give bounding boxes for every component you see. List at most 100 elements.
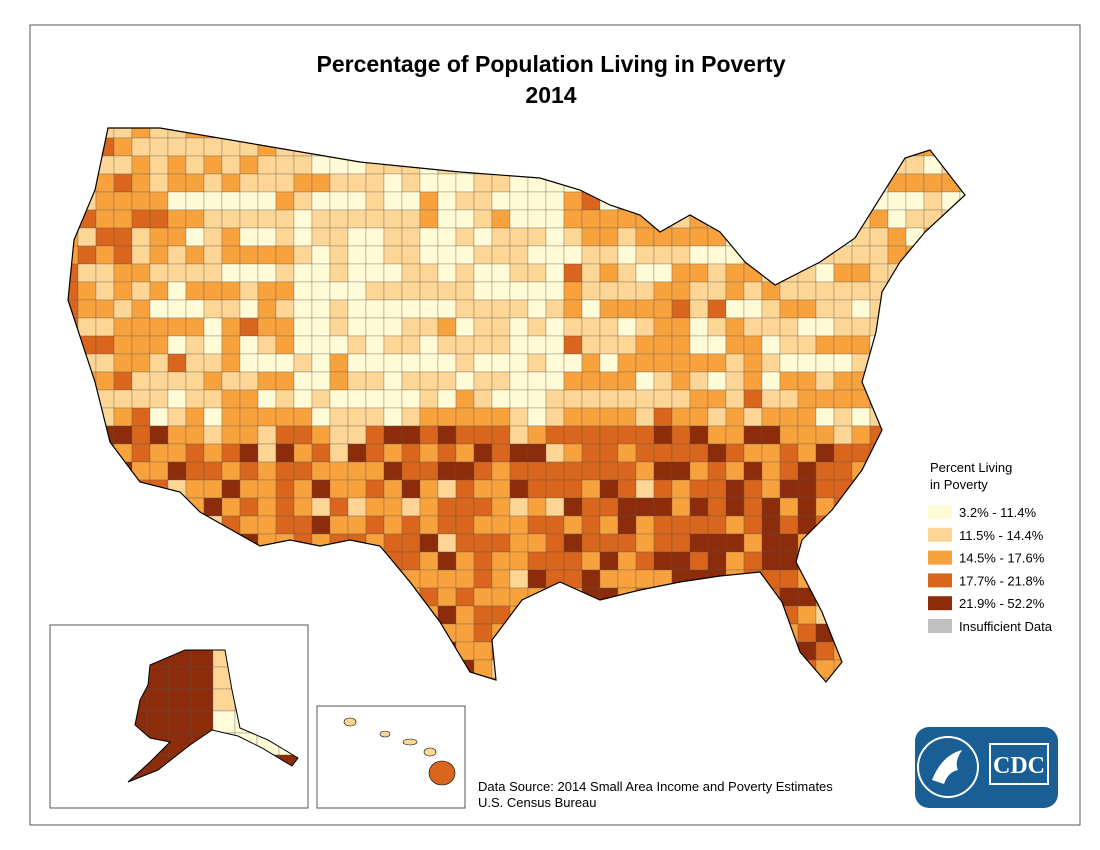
county xyxy=(761,443,781,463)
county xyxy=(131,191,151,211)
county xyxy=(473,371,493,391)
county xyxy=(203,209,223,229)
county xyxy=(635,371,655,391)
county xyxy=(635,299,655,319)
county xyxy=(653,533,673,553)
county xyxy=(743,497,763,517)
county xyxy=(437,227,457,247)
county xyxy=(815,479,835,499)
county xyxy=(221,461,241,481)
county xyxy=(473,623,493,643)
county xyxy=(221,389,241,409)
county xyxy=(545,515,565,535)
county xyxy=(257,479,277,499)
county xyxy=(689,479,709,499)
county xyxy=(671,407,691,427)
county xyxy=(329,263,349,283)
county xyxy=(563,245,583,265)
county xyxy=(653,335,673,355)
county xyxy=(689,227,709,247)
county xyxy=(599,497,619,517)
county xyxy=(401,407,421,427)
county xyxy=(95,191,115,211)
county xyxy=(95,317,115,337)
borough xyxy=(168,710,192,734)
county xyxy=(851,299,871,319)
legend-label: 11.5% - 14.4% xyxy=(959,528,1044,543)
logo-eagle xyxy=(932,750,962,784)
county xyxy=(491,497,511,517)
county xyxy=(311,407,331,427)
county xyxy=(113,335,133,355)
county xyxy=(365,353,385,373)
county xyxy=(347,515,367,535)
county xyxy=(239,317,259,337)
county xyxy=(779,479,799,499)
county xyxy=(365,263,385,283)
county xyxy=(311,371,331,391)
county xyxy=(527,551,547,571)
county xyxy=(437,605,457,625)
county xyxy=(257,299,277,319)
county xyxy=(221,371,241,391)
county xyxy=(239,227,259,247)
legend-label: 3.2% - 11.4% xyxy=(959,505,1037,520)
county xyxy=(419,317,439,337)
county xyxy=(293,299,313,319)
borough xyxy=(212,710,236,734)
county xyxy=(563,263,583,283)
county xyxy=(725,281,745,301)
county xyxy=(725,425,745,445)
county xyxy=(437,353,457,373)
county xyxy=(293,407,313,427)
county xyxy=(419,407,439,427)
county xyxy=(617,353,637,373)
county xyxy=(671,317,691,337)
county xyxy=(293,317,313,337)
county xyxy=(455,245,475,265)
county xyxy=(275,335,295,355)
county xyxy=(851,335,871,355)
county xyxy=(149,263,169,283)
county xyxy=(743,443,763,463)
county xyxy=(167,173,187,193)
county xyxy=(797,479,817,499)
county xyxy=(203,299,223,319)
county xyxy=(599,317,619,337)
county xyxy=(167,209,187,229)
county xyxy=(779,569,799,589)
county xyxy=(257,443,277,463)
county xyxy=(257,497,277,517)
county xyxy=(383,461,403,481)
county xyxy=(455,515,475,535)
county xyxy=(239,353,259,373)
county xyxy=(473,551,493,571)
county xyxy=(401,497,421,517)
county xyxy=(347,461,367,481)
county xyxy=(419,335,439,355)
county xyxy=(707,281,727,301)
county xyxy=(509,443,529,463)
county xyxy=(689,425,709,445)
county xyxy=(689,245,709,265)
county xyxy=(527,263,547,283)
county xyxy=(239,245,259,265)
county xyxy=(419,515,439,535)
county xyxy=(491,335,511,355)
county xyxy=(311,461,331,481)
county xyxy=(707,317,727,337)
county xyxy=(455,479,475,499)
county xyxy=(257,209,277,229)
county xyxy=(365,191,385,211)
county xyxy=(167,461,187,481)
county xyxy=(437,299,457,319)
county xyxy=(545,281,565,301)
county xyxy=(131,227,151,247)
county xyxy=(383,389,403,409)
county xyxy=(581,443,601,463)
county xyxy=(545,443,565,463)
county xyxy=(347,425,367,445)
county xyxy=(545,227,565,247)
county xyxy=(95,227,115,247)
county xyxy=(365,335,385,355)
